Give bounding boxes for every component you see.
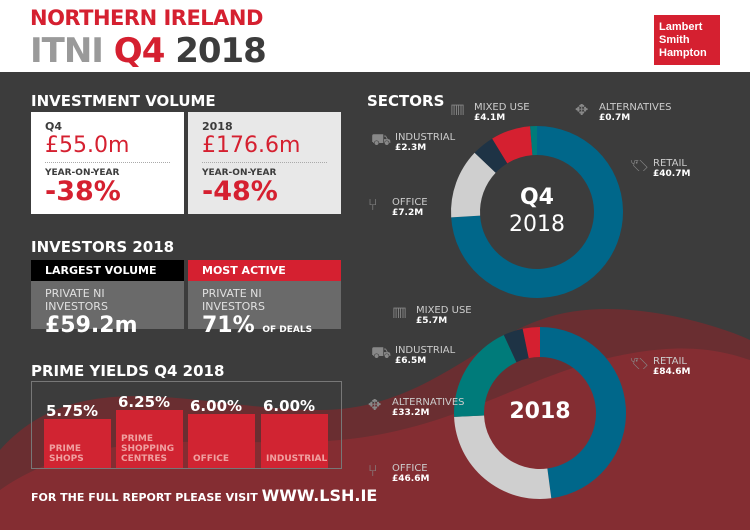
yield-value: 6.00% <box>190 397 243 415</box>
donut-slice-retail <box>451 126 623 298</box>
largest-volume-card: PRIVATE NI INVESTORS £59.2m <box>31 281 184 338</box>
yield-label-3: CENTRES <box>121 454 167 464</box>
investment-volume-heading: INVESTMENT VOLUME <box>31 92 216 110</box>
office-icon: ⑂ <box>368 465 378 476</box>
donut-slice-retail <box>540 327 627 499</box>
sector-value: £5.7M <box>416 316 448 326</box>
sector-label: INDUSTRIAL £2.3M <box>395 132 455 154</box>
sector-name: RETAIL <box>653 158 687 169</box>
yield-bar: OFFICE <box>188 414 255 468</box>
retail-icon: 🏷 <box>629 358 649 369</box>
report-link[interactable]: WWW.LSH.IE <box>261 486 378 505</box>
sector-value: £6.5M <box>395 356 427 366</box>
yield-value: 5.75% <box>46 402 99 420</box>
q4-volume-card: Q4 £55.0m YEAR-ON-YEAR -38% <box>31 112 184 214</box>
sector-value: £7.2M <box>392 208 424 218</box>
sector-label: ALTERNATIVES £33.2M <box>392 397 465 419</box>
industrial-icon: ⛟ <box>371 347 391 358</box>
yield-label-1: PRIME <box>121 434 153 444</box>
donut-slice-alternatives <box>453 334 517 417</box>
header: NORTHERN IRELAND ITNI Q4 2018 Lambert Smi… <box>0 0 750 72</box>
annual-volume-card: 2018 £176.6m YEAR-ON-YEAR -48% <box>188 112 341 214</box>
yield-label-2: SHOPPING <box>121 444 175 454</box>
industrial-icon: ⛟ <box>371 134 391 145</box>
most-active-card: PRIVATE NI INVESTORS 71% OF DEALS <box>188 281 341 338</box>
sector-label: MIXED USE £5.7M <box>416 305 472 327</box>
sector-name: RETAIL <box>653 356 687 367</box>
yield-label-3: INDUSTRIAL <box>266 454 328 464</box>
sector-label: RETAIL £84.6M <box>653 356 690 378</box>
sector-label: ALTERNATIVES £0.7M <box>599 102 672 124</box>
sector-value: £0.7M <box>599 113 631 123</box>
sector-name: ALTERNATIVES <box>392 397 465 408</box>
alternatives-icon: ✥ <box>368 399 382 410</box>
donut-slice-office <box>451 152 496 218</box>
donut-slice-industrial <box>503 328 529 363</box>
footer: FOR THE FULL REPORT PLEASE VISIT WWW.LSH… <box>31 486 378 505</box>
sector-name: INDUSTRIAL <box>395 132 456 143</box>
yield-bar: PRIME SHOPPING CENTRES <box>116 410 183 468</box>
donut-slice-office <box>454 415 552 499</box>
sector-label: OFFICE £46.6M <box>392 463 429 485</box>
sector-name: MIXED USE <box>416 305 472 316</box>
sector-value: £84.6M <box>653 367 691 377</box>
q4-center-label: Q4 <box>519 185 554 210</box>
mixed-use-icon: ▥ <box>450 104 466 115</box>
prime-yields-panel: PRIME SHOPS 5.75% PRIME SHOPPING CENTRES 6.25%… <box>31 381 342 469</box>
report-title: ITNI Q4 2018 <box>30 31 267 71</box>
q4-center-sub: 2018 <box>509 212 565 237</box>
sector-name: ALTERNATIVES <box>599 102 672 113</box>
sector-name: MIXED USE <box>474 102 530 113</box>
sector-name: OFFICE <box>392 463 428 474</box>
sectors-heading: SECTORS <box>367 92 445 110</box>
donut-slice-industrial <box>474 138 508 173</box>
sector-value: £46.6M <box>392 474 430 484</box>
yield-value: 6.25% <box>118 393 171 411</box>
sector-value: £4.1M <box>474 113 506 123</box>
yield-value: 6.00% <box>263 397 316 415</box>
sector-value: £40.7M <box>653 169 691 179</box>
yield-bar: PRIME SHOPS <box>44 419 111 468</box>
office-icon: ⑂ <box>368 199 378 210</box>
sector-name: OFFICE <box>392 197 428 208</box>
donut-slice-mixed-use <box>522 327 540 359</box>
prime-yields-heading: PRIME YIELDS Q4 2018 <box>31 362 225 380</box>
mixed-use-icon: ▥ <box>392 307 408 318</box>
alternatives-icon: ✥ <box>575 104 589 115</box>
investors-heading: INVESTORS 2018 <box>31 238 175 256</box>
sector-name: INDUSTRIAL <box>395 345 456 356</box>
sector-label: OFFICE £7.2M <box>392 197 428 219</box>
annual-center-label: 2018 <box>509 399 571 424</box>
donut-slice-mixed-use <box>492 126 533 164</box>
region-title: NORTHERN IRELAND <box>30 6 263 30</box>
sector-label: INDUSTRIAL £6.5M <box>395 345 455 367</box>
donut-slice-alternatives <box>530 126 537 156</box>
sector-label: RETAIL £40.7M <box>653 158 690 180</box>
sector-label: MIXED USE £4.1M <box>474 102 530 124</box>
sector-value: £33.2M <box>392 408 430 418</box>
yield-label-3: OFFICE <box>193 454 230 464</box>
yield-label-1: PRIME <box>49 444 81 454</box>
yield-bar: INDUSTRIAL <box>261 414 328 468</box>
sector-value: £2.3M <box>395 143 427 153</box>
yield-label-2: SHOPS <box>49 454 84 464</box>
largest-volume-tag: LARGEST VOLUME <box>31 260 184 281</box>
lsh-logo: Lambert Smith Hampton <box>654 15 720 65</box>
retail-icon: 🏷 <box>629 160 649 171</box>
most-active-tag: MOST ACTIVE <box>188 260 341 281</box>
